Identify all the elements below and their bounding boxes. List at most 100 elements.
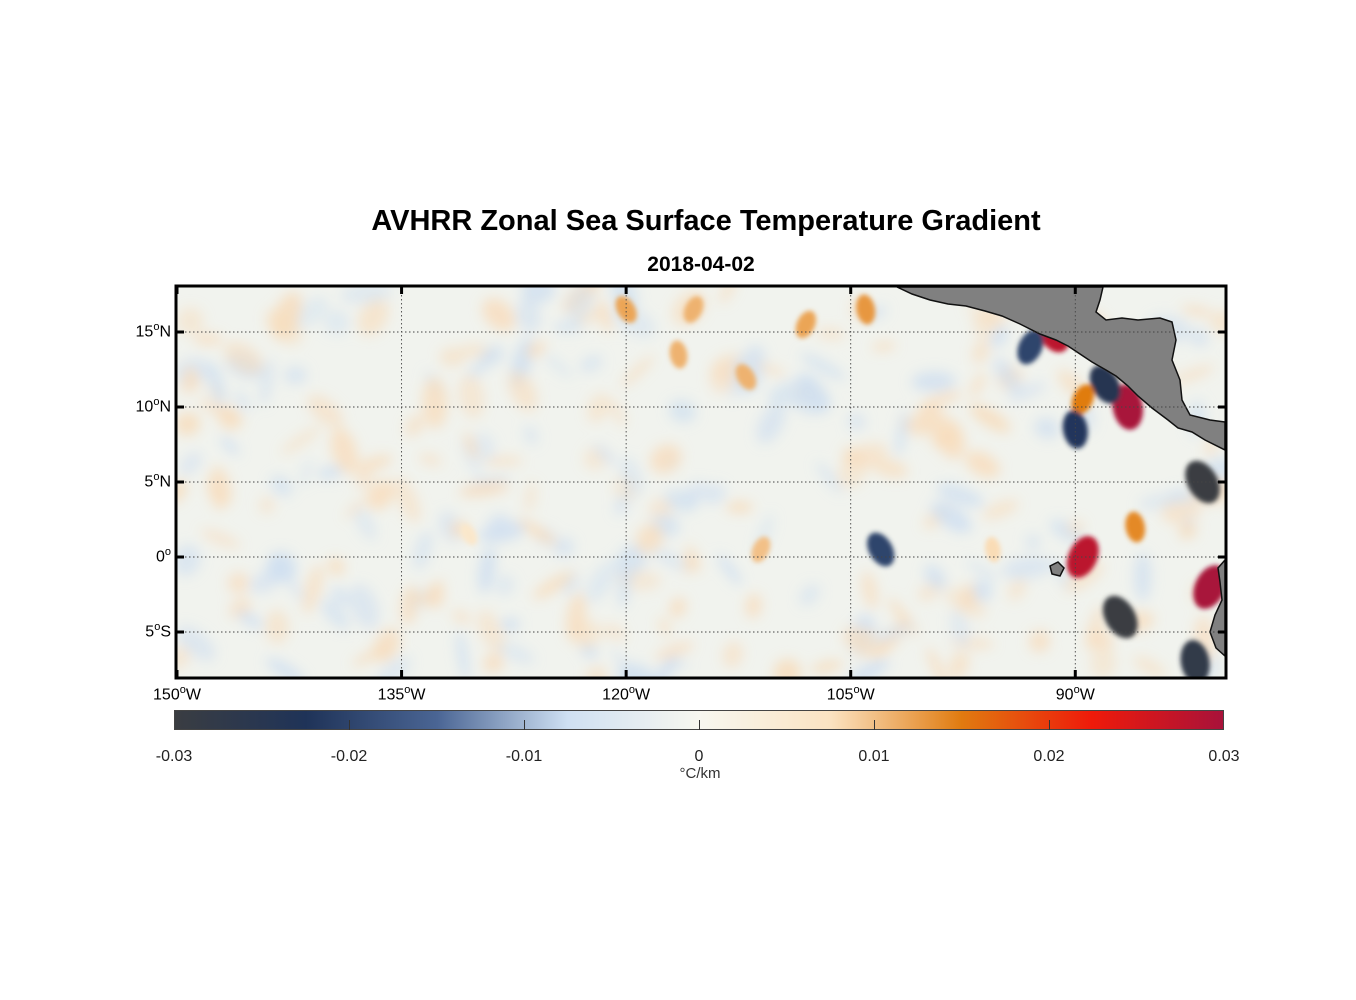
texture-blob: [861, 571, 878, 609]
texture-blob: [268, 551, 297, 583]
texture-blob: [525, 340, 547, 358]
texture-blob: [402, 591, 435, 606]
texture-blob: [969, 371, 987, 398]
texture-blob: [483, 456, 524, 466]
texture-blob: [1001, 556, 1053, 580]
colorbar-tick-label: 0.01: [858, 748, 890, 765]
texture-blob: [524, 481, 537, 513]
texture-blob: [302, 564, 324, 614]
texture-blob: [259, 496, 275, 514]
texture-blob: [517, 518, 559, 546]
texture-blob: [810, 660, 843, 674]
texture-blob: [1049, 519, 1085, 544]
texture-blob: [930, 501, 972, 533]
texture-blob: [177, 307, 204, 335]
texture-blob: [1087, 630, 1115, 650]
texture-blob: [669, 597, 687, 618]
texture-blob: [317, 465, 344, 480]
texture-blob: [418, 453, 442, 467]
texture-blob: [283, 366, 308, 385]
texture-blob: [619, 457, 644, 497]
gradient-features: [460, 294, 1225, 677]
texture-blob: [719, 287, 737, 304]
texture-blob: [993, 357, 1022, 395]
texture-blob: [523, 425, 539, 446]
texture-blob: [618, 566, 631, 608]
texture-blob: [543, 353, 573, 378]
texture-blob: [969, 403, 1011, 433]
texture-blob: [924, 564, 947, 590]
texture-blob: [936, 483, 984, 508]
texture-blob: [366, 479, 395, 510]
longitude-label: 105oW: [826, 684, 875, 704]
texture-blob: [553, 321, 585, 333]
colorbar-tick-mark: [699, 720, 700, 730]
texture-blob: [847, 412, 866, 431]
texture-blob: [1133, 656, 1167, 677]
texture-blob: [1064, 561, 1104, 592]
texture-blob: [800, 353, 846, 381]
longitude-label: 120oW: [602, 684, 651, 704]
texture-blob: [349, 584, 380, 629]
texture-blob: [458, 481, 510, 497]
texture-blob: [487, 513, 512, 537]
negative-gradient-feature: [1102, 595, 1138, 639]
texture-blob: [1034, 417, 1060, 439]
positive-gradient-feature: [1125, 511, 1146, 543]
texture-blob: [1133, 552, 1152, 602]
texture-blob: [179, 452, 203, 476]
texture-blob: [931, 429, 958, 448]
texture-blob: [709, 358, 738, 394]
texture-blob: [464, 431, 478, 460]
texture-blob: [587, 393, 610, 423]
colorbar-tick-label: 0.02: [1033, 748, 1065, 765]
texture-blob: [227, 572, 250, 594]
colorbar-tick-label: -0.02: [330, 748, 368, 765]
texture-blob: [1008, 382, 1046, 402]
texture-blob: [404, 414, 425, 437]
positive-gradient-feature: [795, 310, 817, 339]
texture-blob: [451, 609, 472, 625]
texture-blob: [1178, 523, 1197, 539]
colorbar-tick-mark: [874, 720, 875, 730]
texture-blob: [650, 444, 682, 474]
texture-blob: [572, 620, 601, 649]
texture-blob: [1090, 645, 1117, 677]
texture-blob: [1138, 492, 1181, 510]
colorbar-tick-label: 0: [694, 748, 704, 765]
texture-blob: [323, 310, 350, 335]
texture-blob: [477, 609, 505, 653]
texture-blob: [193, 332, 223, 346]
texture-blob: [745, 593, 762, 619]
texture-blob: [280, 426, 322, 455]
texture-blob: [500, 617, 520, 632]
texture-blob: [300, 459, 312, 487]
latitude-label: 5oS: [145, 621, 171, 641]
latitude-label: 10oN: [135, 396, 171, 416]
texture-blob: [722, 641, 743, 668]
texture-blob: [456, 630, 469, 677]
texture-blob: [352, 643, 393, 667]
texture-blob: [636, 523, 664, 554]
texture-blob: [259, 358, 275, 406]
texture-blob: [223, 341, 264, 375]
texture-blob: [616, 543, 647, 578]
texture-blob: [842, 446, 858, 465]
texture-blob: [965, 560, 999, 580]
texture-blob: [659, 660, 690, 670]
texture-blob: [210, 466, 232, 506]
texture-blob: [756, 403, 786, 444]
texture-blob: [593, 444, 617, 465]
texture-blob: [971, 339, 990, 364]
positive-gradient-feature: [856, 294, 876, 325]
texture-blob: [265, 609, 289, 644]
negative-gradient-feature: [867, 532, 895, 567]
texture-blob: [848, 659, 890, 677]
negative-gradient-feature: [1062, 410, 1088, 449]
colorbar-unit-label: °C/km: [679, 765, 721, 782]
texture-blob: [320, 598, 350, 630]
latitude-label: 5oN: [144, 471, 171, 491]
texture-blob: [516, 298, 541, 333]
texture-blob: [686, 542, 701, 574]
texture-blob: [412, 530, 434, 570]
